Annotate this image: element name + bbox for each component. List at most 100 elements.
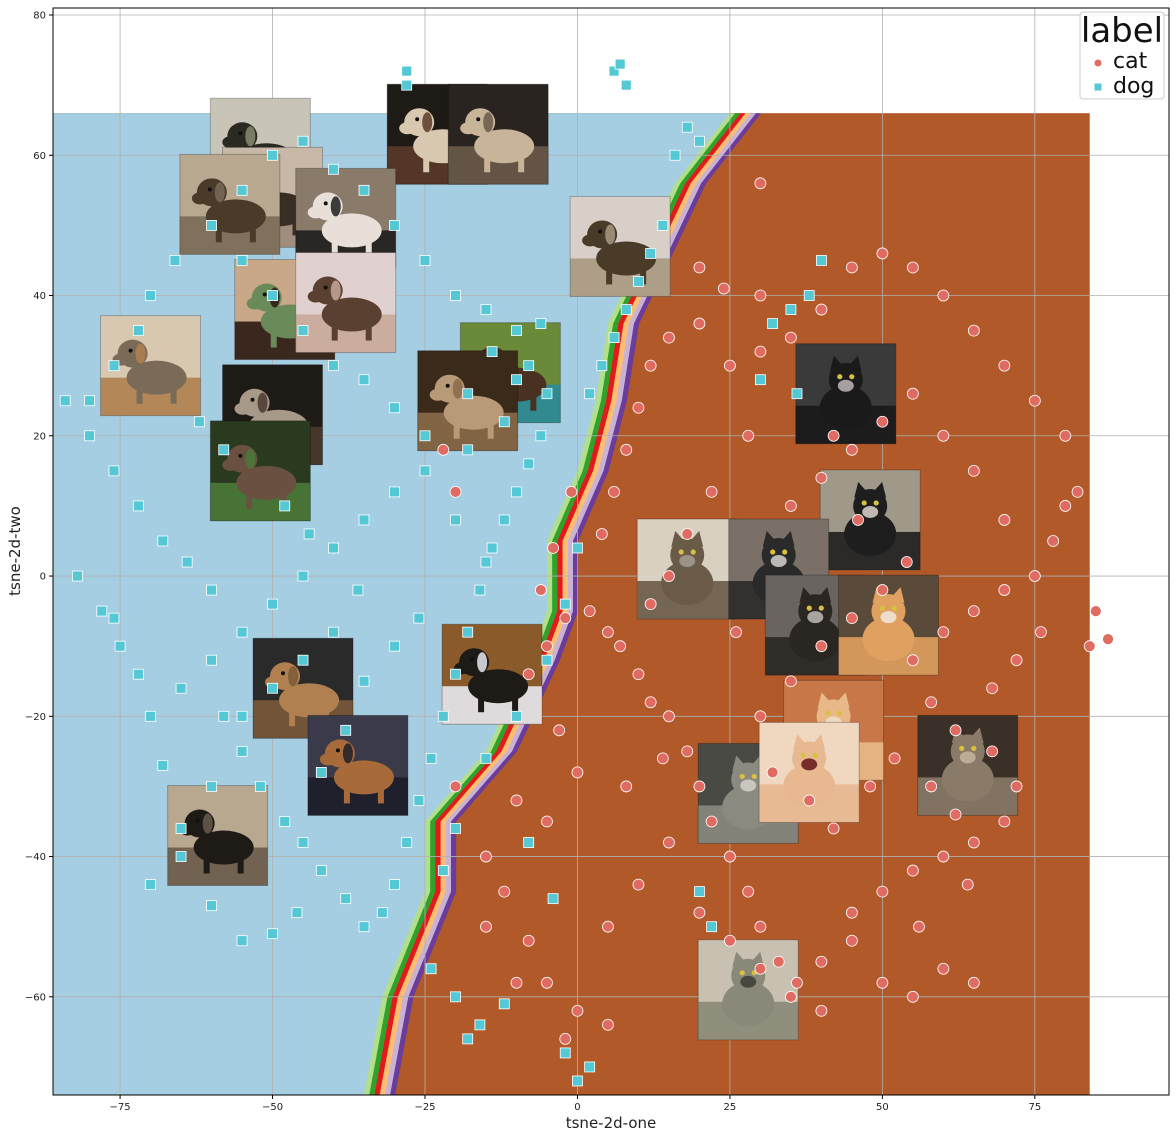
dog-photo-thumbnail: [209, 420, 311, 522]
x-axis-title: tsne-2d-one: [566, 1114, 657, 1132]
cat-ears: [762, 531, 795, 548]
dog-snout: [222, 136, 239, 149]
dog-point: [218, 710, 230, 722]
cat-eye: [837, 374, 843, 380]
cat-point: [845, 443, 858, 456]
cat-point: [724, 850, 736, 863]
dog-leg: [331, 322, 338, 341]
cat-ears: [732, 755, 765, 772]
dog-point: [267, 149, 278, 161]
dog-point: [358, 374, 370, 386]
dog-point: [340, 724, 352, 736]
dog-leg: [343, 785, 350, 804]
cat-point: [876, 976, 889, 989]
dog-photo-thumbnail: [100, 315, 202, 417]
cat-point: [845, 906, 858, 919]
cat-point: [937, 289, 950, 302]
cat-point: [614, 640, 627, 653]
thumbnail-frame: [167, 785, 269, 887]
dog-snout: [222, 458, 239, 471]
dog-photo-thumbnail: [447, 83, 549, 185]
dog-point: [645, 248, 657, 259]
cat-point: [986, 745, 999, 758]
dog-point: [498, 998, 510, 1010]
dog-point: [401, 837, 413, 848]
dog-point: [541, 388, 553, 400]
cat-point: [565, 485, 578, 498]
dog-point: [535, 318, 547, 329]
cat-body: [722, 981, 775, 1026]
cat-point: [437, 443, 450, 456]
dog-ear: [245, 126, 256, 147]
dog-point: [437, 865, 449, 876]
dog-eye: [250, 397, 255, 402]
cat-point: [620, 780, 633, 793]
dog-point: [175, 851, 187, 862]
dog-point: [523, 837, 535, 848]
cat-photo-thumbnail: [917, 714, 1019, 816]
legend-cat-label: cat: [1113, 49, 1148, 74]
dog-point: [419, 430, 431, 442]
cat-eye: [824, 710, 831, 716]
dog-snout: [246, 297, 263, 310]
cat-point: [663, 570, 675, 582]
dog-point: [236, 710, 248, 722]
dog-eye: [238, 453, 243, 458]
dog-point: [541, 654, 553, 666]
dog-point: [358, 675, 370, 687]
cat-point: [602, 1018, 614, 1031]
x-tick-label: −50: [262, 1102, 283, 1113]
dog-point: [358, 184, 370, 196]
cat-eye: [971, 745, 977, 751]
dog-point: [462, 1033, 474, 1045]
cat-point: [449, 485, 462, 498]
cat-muzzle: [801, 758, 818, 771]
cat-point: [1059, 429, 1072, 442]
y-tick-label: 60: [33, 151, 46, 162]
legend-cat-marker: [1094, 59, 1102, 67]
cat-eye: [812, 752, 818, 759]
dog-point: [767, 318, 779, 329]
cat-point: [876, 584, 889, 596]
dog-point: [755, 374, 766, 386]
dog-point: [340, 893, 352, 905]
cat-point: [571, 1004, 584, 1017]
dog-point: [328, 163, 339, 175]
cat-point: [644, 696, 657, 709]
cat-eye: [800, 752, 806, 759]
dog-point: [108, 612, 120, 624]
cat-point: [632, 401, 645, 414]
dog-point: [694, 135, 705, 147]
cat-point: [1089, 605, 1102, 618]
dog-point: [511, 325, 522, 336]
cat-point: [906, 654, 919, 667]
legend-title: label: [1081, 11, 1163, 51]
cat-body: [661, 561, 714, 606]
dog-eye: [195, 818, 200, 823]
dog-point: [523, 458, 535, 470]
cat-ears: [854, 481, 887, 498]
legend: label cat dog: [1079, 11, 1165, 100]
dog-eye: [323, 201, 328, 206]
dog-photo-thumbnail: [295, 167, 397, 269]
dog-point: [608, 332, 620, 344]
cat-photo-thumbnail: [795, 343, 897, 445]
thumbnail-frame: [917, 714, 1019, 816]
cat-point: [663, 331, 675, 344]
cat-point: [693, 317, 706, 330]
cat-eye: [739, 970, 745, 976]
cat-point: [480, 920, 492, 933]
dog-point: [450, 668, 461, 680]
thumbnail-frame: [252, 637, 354, 739]
dog-point: [620, 304, 632, 315]
dog-ear: [605, 224, 616, 245]
cat-point: [815, 640, 828, 653]
dog-point: [206, 584, 217, 596]
dog-point: [486, 542, 498, 554]
dog-point: [498, 514, 510, 526]
cat-eye: [678, 549, 684, 555]
dog-snout: [234, 402, 251, 415]
x-tick-label: 0: [574, 1102, 580, 1113]
dog-leg: [237, 855, 244, 874]
cat-eye: [959, 745, 965, 751]
